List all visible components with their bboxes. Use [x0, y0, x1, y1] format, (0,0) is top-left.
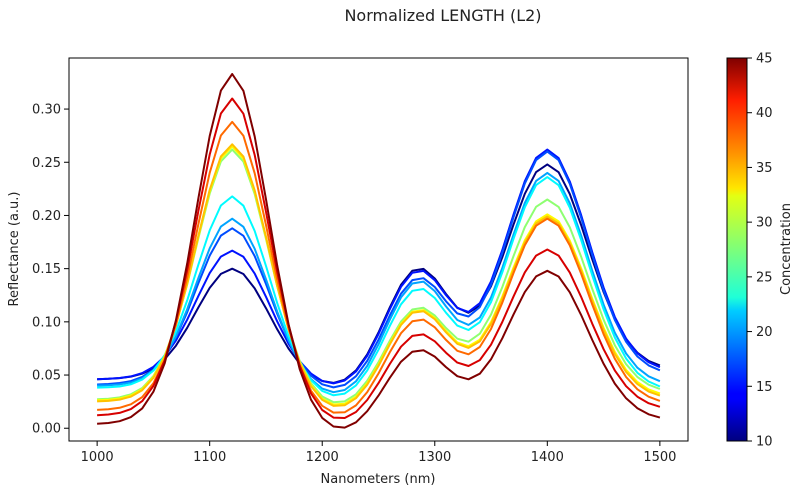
colorbar-tick-label: 20 — [756, 325, 773, 340]
y-tick-label: 0.30 — [32, 103, 61, 118]
colorbar-label: Concentration — [779, 203, 794, 295]
x-tick-label: 1100 — [193, 450, 226, 465]
colorbar: 10 15 20 25 30 35 40 45 Concentration — [726, 52, 794, 450]
series-line-34 — [97, 143, 661, 407]
series-line-37 — [97, 120, 661, 414]
y-tick-label: 0.10 — [32, 315, 61, 330]
colorbar-tick-label: 35 — [756, 161, 773, 176]
x-tick-label: 1500 — [643, 450, 676, 465]
colorbar-ticks: 10 15 20 25 30 35 40 45 — [747, 52, 773, 450]
x-axis-ticks: 1000 1100 1200 1300 1400 1500 — [81, 441, 676, 465]
series-line-23 — [97, 176, 661, 397]
colorbar-tick-label: 40 — [756, 106, 773, 121]
y-tick-label: 0.05 — [32, 369, 61, 384]
y-tick-label: 0.15 — [32, 262, 61, 277]
x-tick-label: 1400 — [531, 450, 564, 465]
x-tick-label: 1000 — [81, 450, 114, 465]
colorbar-gradient — [726, 57, 748, 442]
y-axis-ticks: 0.00 0.05 0.10 0.15 0.20 0.25 0.30 — [32, 103, 69, 437]
plot-area: 1000 1100 1200 1300 1400 1500 0.00 0.05 0.10 0.1… — [32, 57, 689, 465]
colorbar-tick-label: 10 — [756, 435, 773, 450]
y-axis-label: Reflectance (a.u.) — [7, 192, 22, 307]
series-lines — [97, 73, 661, 429]
colorbar-tick-label: 45 — [756, 52, 773, 67]
series-line-20 — [97, 171, 661, 394]
colorbar-tick-label: 15 — [756, 380, 773, 395]
y-tick-label: 0.00 — [32, 422, 61, 437]
y-tick-label: 0.20 — [32, 209, 61, 224]
series-line-45 — [97, 73, 661, 429]
y-tick-label: 0.25 — [32, 156, 61, 171]
colorbar-tick-label: 25 — [756, 270, 773, 285]
colorbar-tick-label: 30 — [756, 216, 773, 231]
x-tick-label: 1300 — [418, 450, 451, 465]
series-line-42 — [97, 97, 661, 419]
chart-title: Normalized LENGTH (L2) — [344, 6, 541, 25]
x-axis-label: Nanometers (nm) — [321, 472, 436, 487]
series-line-17 — [97, 150, 661, 389]
x-tick-label: 1200 — [306, 450, 339, 465]
